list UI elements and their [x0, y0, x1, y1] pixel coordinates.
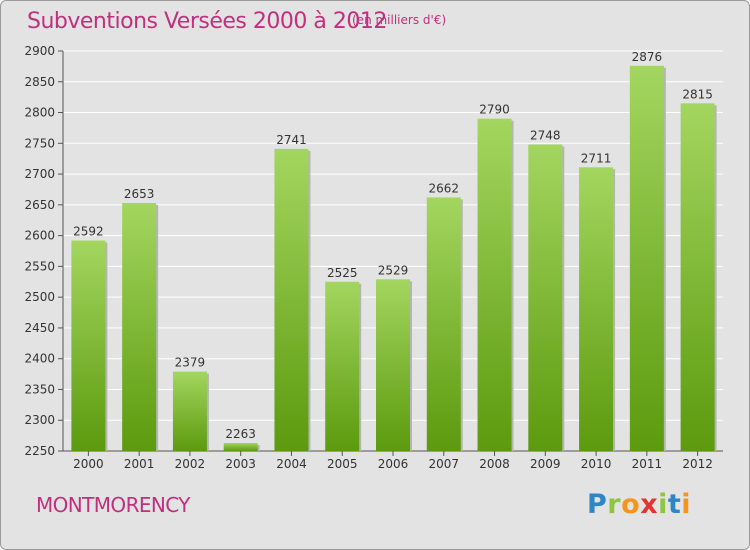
x-tick-label: 2009 [530, 457, 561, 471]
proxiti-logo: Proxiti [587, 489, 692, 520]
y-tick-label: 2350 [24, 382, 55, 396]
data-label: 2711 [581, 151, 612, 165]
data-label: 2653 [124, 187, 155, 201]
chart-title: Subventions Versées 2000 à 2012 [27, 9, 387, 34]
x-tick-label: 2011 [632, 457, 663, 471]
commune-name: MONTMORENCY [36, 493, 191, 517]
data-labels: 2592 2653 2379 2263 2741 2525 2529 2662 2790 2748… [73, 50, 713, 441]
data-label: 2748 [530, 129, 561, 143]
y-tick-label: 2700 [24, 167, 55, 181]
y-tick-labels: 2250 2300 2350 2400 2450 2500 2550 2600 2650 2700… [24, 44, 55, 458]
x-tick-label: 2006 [378, 457, 409, 471]
y-tick-label: 2850 [24, 75, 55, 89]
data-label: 2741 [276, 133, 307, 147]
x-tick-label: 2001 [124, 457, 155, 471]
bar-2001 [122, 203, 157, 451]
bar-2011 [629, 65, 664, 452]
y-tick-label: 2800 [24, 106, 55, 120]
data-label: 2525 [327, 266, 358, 280]
y-tick-label: 2500 [24, 290, 55, 304]
bar-2007 [426, 197, 461, 451]
data-label: 2379 [175, 356, 206, 370]
x-tick-label: 2007 [428, 457, 459, 471]
bar-2005 [325, 281, 360, 451]
x-tick-labels: 2000 2001 2002 2003 2004 2005 2006 2007 2008 2009… [73, 451, 713, 471]
x-tick-label: 2005 [327, 457, 358, 471]
data-label: 2815 [682, 87, 713, 101]
data-label: 2662 [428, 181, 459, 195]
x-tick-label: 2004 [276, 457, 307, 471]
y-tick-label: 2650 [24, 198, 55, 212]
y-tick-label: 2250 [24, 444, 55, 458]
bar-2003 [223, 443, 258, 451]
x-tick-label: 2003 [225, 457, 256, 471]
y-tick-label: 2450 [24, 321, 55, 335]
y-tick-label: 2750 [24, 136, 55, 150]
y-tick-label: 2550 [24, 259, 55, 273]
x-tick-label: 2008 [479, 457, 510, 471]
x-tick-label: 2000 [73, 457, 104, 471]
bar-2000 [71, 240, 106, 451]
bar-2004 [274, 148, 309, 451]
bar-2010 [579, 167, 614, 452]
bars [71, 65, 717, 452]
bar-2002 [172, 371, 207, 451]
x-tick-label: 2002 [175, 457, 206, 471]
data-label: 2876 [632, 50, 663, 64]
y-tick-label: 2300 [24, 413, 55, 427]
x-tick-label: 2012 [682, 457, 713, 471]
data-label: 2592 [73, 225, 104, 239]
bar-2012 [680, 103, 715, 452]
data-label: 2263 [225, 427, 256, 441]
y-tick-label: 2900 [24, 44, 55, 58]
bar-2006 [376, 279, 410, 451]
unit-note: (en milliers d'€) [352, 13, 447, 27]
y-tick-label: 2600 [24, 229, 55, 243]
y-tick-label: 2400 [24, 352, 55, 366]
x-tick-label: 2010 [581, 457, 612, 471]
bar-2009 [528, 144, 563, 452]
bar-2008 [477, 118, 512, 451]
data-label: 2529 [378, 263, 409, 277]
data-label: 2790 [479, 103, 510, 117]
